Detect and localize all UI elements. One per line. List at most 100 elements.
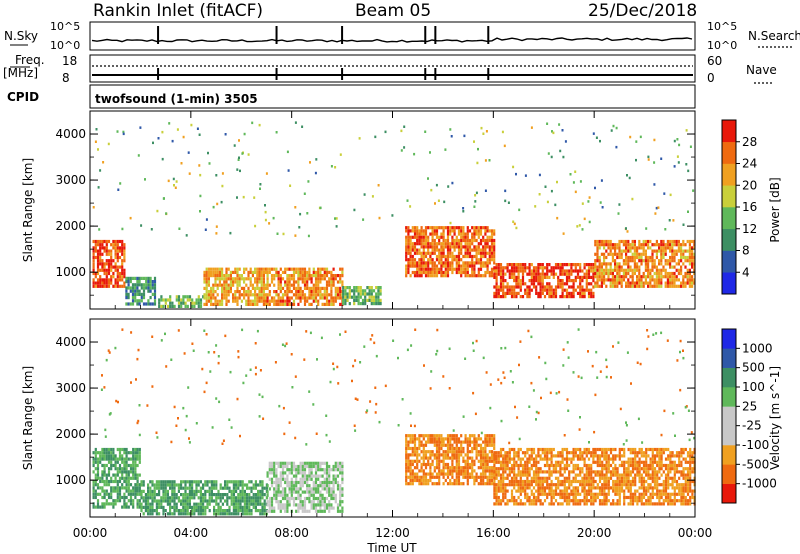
data-cell xyxy=(655,255,658,260)
data-cell xyxy=(647,243,650,247)
data-cell xyxy=(424,456,428,460)
data-cell xyxy=(232,509,235,513)
sparse-cell xyxy=(215,232,218,235)
data-cell xyxy=(651,275,654,279)
data-cell xyxy=(662,246,665,250)
data-cell xyxy=(502,285,505,289)
data-cell xyxy=(477,443,480,447)
data-cell xyxy=(519,282,522,286)
data-cell xyxy=(546,447,549,452)
data-cell xyxy=(262,274,265,278)
data-cell xyxy=(101,479,104,484)
data-cell xyxy=(317,461,320,465)
data-cell xyxy=(306,480,309,485)
data-cell xyxy=(184,304,187,308)
data-cell xyxy=(411,469,414,473)
data-cell xyxy=(319,496,322,501)
data-cell xyxy=(466,453,469,457)
data-cell xyxy=(497,467,500,471)
data-cell xyxy=(193,493,196,497)
data-cell xyxy=(416,229,419,233)
data-cell xyxy=(482,248,485,252)
data-cell xyxy=(295,477,298,481)
data-cell xyxy=(513,463,516,468)
data-cell xyxy=(306,496,309,501)
data-cell xyxy=(344,302,347,306)
data-cell xyxy=(279,493,282,497)
data-cell xyxy=(598,243,601,247)
data-cell xyxy=(116,278,119,282)
data-cell xyxy=(236,270,239,274)
data-cell xyxy=(640,284,643,288)
data-cell xyxy=(660,239,663,244)
data-cell xyxy=(497,483,500,487)
data-cell xyxy=(579,473,582,477)
data-cell xyxy=(477,274,480,278)
data-cell xyxy=(633,239,636,244)
data-cell xyxy=(169,505,172,509)
data-cell xyxy=(96,281,100,285)
data-cell xyxy=(440,270,443,275)
data-cell xyxy=(92,246,95,250)
data-cell xyxy=(543,499,547,503)
data-cell xyxy=(364,295,367,299)
data-cell xyxy=(438,482,441,486)
data-cell xyxy=(142,505,145,509)
data-cell xyxy=(462,267,465,271)
data-cell xyxy=(105,243,108,247)
data-cell xyxy=(191,304,194,308)
data-cell xyxy=(173,493,176,497)
data-cell xyxy=(127,292,130,296)
data-cell xyxy=(559,454,562,458)
data-cell xyxy=(262,293,265,297)
data-cell xyxy=(94,483,97,487)
data-cell xyxy=(488,466,491,470)
data-cell xyxy=(94,284,97,288)
data-cell xyxy=(299,461,302,465)
data-cell xyxy=(506,499,509,503)
data-cell xyxy=(216,283,219,287)
data-cell xyxy=(495,495,498,500)
data-cell xyxy=(330,286,333,290)
data-cell xyxy=(457,450,461,454)
data-cell xyxy=(658,275,661,279)
data-cell xyxy=(686,268,689,272)
data-cell xyxy=(110,489,113,493)
sparse-cell xyxy=(251,121,254,125)
data-cell xyxy=(429,267,432,271)
data-cell xyxy=(581,489,584,493)
data-cell xyxy=(552,467,555,471)
data-cell xyxy=(427,267,430,271)
data-cell xyxy=(257,493,260,497)
data-cell xyxy=(429,251,432,255)
data-cell xyxy=(644,255,647,260)
data-cell xyxy=(257,509,260,513)
data-cell xyxy=(554,483,558,487)
data-cell xyxy=(257,499,260,503)
data-cell xyxy=(462,254,465,259)
sparse-cell xyxy=(554,203,557,207)
data-cell xyxy=(177,304,181,308)
data-cell xyxy=(466,466,469,470)
data-cell xyxy=(493,483,496,487)
sparse-cell xyxy=(264,204,266,207)
data-cell xyxy=(151,505,154,509)
data-cell xyxy=(557,492,560,496)
data-cell xyxy=(677,284,680,288)
data-cell xyxy=(310,487,313,491)
data-cell xyxy=(301,509,304,513)
data-cell xyxy=(488,229,491,233)
data-cell xyxy=(110,265,113,269)
data-cell xyxy=(177,509,180,513)
data-cell xyxy=(688,259,691,263)
data-cell xyxy=(688,281,691,285)
data-cell xyxy=(596,284,599,288)
data-cell xyxy=(673,255,676,260)
data-cell xyxy=(541,447,544,452)
data-cell xyxy=(568,502,571,506)
data-cell xyxy=(243,277,246,281)
data-cell xyxy=(535,476,538,480)
data-cell xyxy=(217,489,220,493)
data-cell xyxy=(486,270,489,275)
data-cell xyxy=(504,492,507,496)
